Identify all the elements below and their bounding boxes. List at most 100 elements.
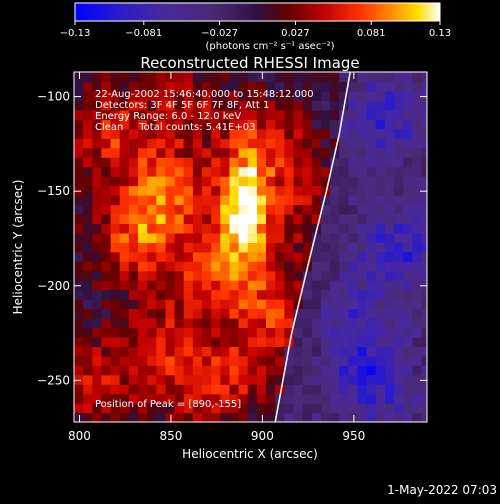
heatmap-cell bbox=[412, 176, 423, 187]
heatmap-cell bbox=[101, 128, 112, 139]
heatmap-cell bbox=[339, 384, 349, 395]
heatmap-cell bbox=[128, 242, 139, 253]
heatmap-cell bbox=[229, 327, 240, 338]
heatmap-cell bbox=[211, 308, 221, 319]
heatmap-cell bbox=[156, 251, 166, 262]
heatmap-cell bbox=[110, 232, 121, 243]
heatmap-cell bbox=[320, 251, 331, 262]
heatmap-cell bbox=[101, 213, 112, 224]
heatmap-cell bbox=[110, 355, 121, 366]
heatmap-cell bbox=[275, 185, 285, 196]
heatmap-cell bbox=[101, 280, 112, 291]
heatmap-cell bbox=[110, 289, 121, 300]
heatmap-cell bbox=[275, 128, 285, 139]
heatmap-cell bbox=[156, 384, 166, 395]
heatmap-cell bbox=[211, 119, 221, 130]
heatmap-cell bbox=[266, 327, 276, 338]
heatmap-cell bbox=[275, 280, 285, 291]
heatmap-cell bbox=[348, 223, 359, 234]
heatmap-cell bbox=[384, 327, 395, 338]
heatmap-cell bbox=[101, 251, 112, 262]
heatmap-cell bbox=[247, 204, 258, 215]
heatmap-cell bbox=[348, 185, 359, 196]
heatmap-cell bbox=[174, 166, 185, 177]
heatmap-cell bbox=[165, 204, 176, 215]
heatmap-cell bbox=[229, 223, 240, 234]
heatmap-cell bbox=[202, 299, 212, 310]
heatmap-cell bbox=[421, 109, 427, 120]
heatmap-cell bbox=[238, 72, 249, 83]
heatmap-cell bbox=[412, 185, 423, 196]
heatmap-cell bbox=[211, 346, 221, 357]
heatmap-cell bbox=[165, 109, 176, 120]
heatmap-cell bbox=[138, 100, 148, 111]
heatmap-cell bbox=[202, 412, 212, 422]
heatmap-cell bbox=[147, 204, 157, 215]
heatmap-cell bbox=[156, 317, 166, 328]
heatmap-cell bbox=[128, 138, 139, 149]
colorbar-tick-label: −0.027 bbox=[201, 28, 238, 39]
heatmap-cell bbox=[275, 251, 285, 262]
heatmap-cell bbox=[147, 119, 157, 130]
heatmap-cell bbox=[119, 308, 130, 319]
heatmap-cell bbox=[339, 270, 349, 281]
heatmap-cell bbox=[138, 81, 148, 92]
heatmap-cell bbox=[110, 299, 121, 310]
heatmap-cell bbox=[366, 195, 377, 206]
heatmap-cell bbox=[330, 289, 340, 300]
heatmap-cell bbox=[320, 270, 331, 281]
heatmap-cell bbox=[211, 242, 221, 253]
heatmap-cell bbox=[156, 336, 166, 347]
heatmap-cell bbox=[128, 317, 139, 328]
heatmap-cell bbox=[211, 128, 221, 139]
heatmap-cell bbox=[165, 195, 176, 206]
x-tick-label: 950 bbox=[342, 429, 365, 443]
heatmap-cell bbox=[202, 242, 212, 253]
heatmap-cell bbox=[256, 365, 267, 376]
heatmap-cell bbox=[375, 327, 386, 338]
heatmap-cell bbox=[147, 317, 157, 328]
heatmap-cell bbox=[183, 403, 194, 414]
heatmap-cell bbox=[110, 374, 121, 385]
heatmap-cell bbox=[412, 138, 423, 149]
heatmap-cell bbox=[74, 81, 84, 92]
heatmap-cells bbox=[74, 72, 427, 422]
heatmap-cell bbox=[156, 138, 166, 149]
heatmap-cell bbox=[330, 166, 340, 177]
heatmap-cell bbox=[284, 109, 294, 120]
heatmap-cell bbox=[375, 393, 386, 404]
heatmap-cell bbox=[357, 261, 368, 272]
heatmap-cell bbox=[119, 119, 130, 130]
heatmap-cell bbox=[311, 355, 322, 366]
heatmap-cell bbox=[110, 336, 121, 347]
heatmap-cell bbox=[156, 355, 166, 366]
heatmap-cell bbox=[348, 299, 359, 310]
heatmap-cell bbox=[220, 403, 230, 414]
heatmap-cell bbox=[202, 289, 212, 300]
heatmap-cell bbox=[256, 90, 267, 101]
heatmap-cell bbox=[412, 261, 423, 272]
heatmap-cell bbox=[174, 299, 185, 310]
heatmap-cell bbox=[174, 109, 185, 120]
heatmap-cell bbox=[229, 336, 240, 347]
heatmap-cell bbox=[403, 147, 413, 158]
heatmap-cell bbox=[229, 393, 240, 404]
heatmap-cell bbox=[403, 374, 413, 385]
heatmap-cell bbox=[403, 185, 413, 196]
heatmap-cell bbox=[357, 81, 368, 92]
heatmap-cell bbox=[128, 128, 139, 139]
heatmap-cell bbox=[421, 242, 427, 253]
heatmap-cell bbox=[110, 242, 121, 253]
heatmap-cell bbox=[119, 346, 130, 357]
heatmap-cell bbox=[147, 384, 157, 395]
heatmap-cell bbox=[101, 412, 112, 422]
heatmap-cell bbox=[220, 280, 230, 291]
heatmap-cell bbox=[165, 365, 176, 376]
heatmap-cell bbox=[339, 251, 349, 262]
heatmap-cell bbox=[293, 384, 304, 395]
heatmap-cell bbox=[394, 213, 404, 224]
heatmap-cell bbox=[311, 365, 322, 376]
heatmap-cell bbox=[320, 81, 331, 92]
heatmap-cell bbox=[330, 261, 340, 272]
heatmap-cell bbox=[247, 346, 258, 357]
